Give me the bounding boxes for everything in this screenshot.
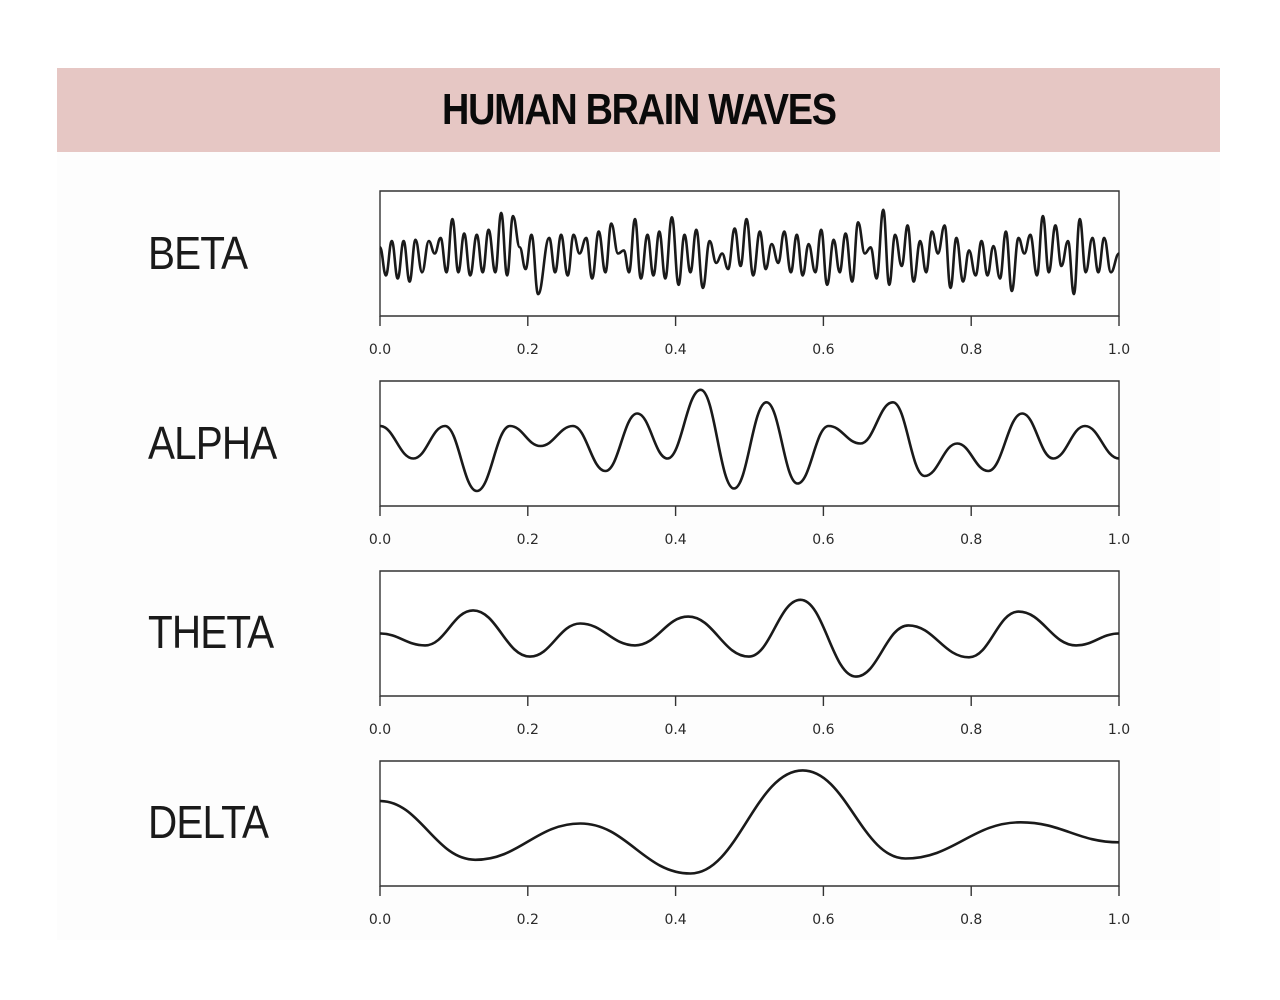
plot-frame <box>379 570 1120 697</box>
x-tick-label: 0.0 <box>369 342 391 358</box>
x-tick-label: 0.8 <box>960 912 982 928</box>
x-tick-label: 0.6 <box>812 722 834 738</box>
label-beta: BETA <box>148 227 248 279</box>
title-banner: HUMAN BRAIN WAVES <box>57 68 1220 152</box>
label-delta: DELTA <box>148 796 269 848</box>
x-tick-label: 0.0 <box>369 912 391 928</box>
waveform-line <box>378 208 1120 296</box>
waveform-line <box>379 598 1120 678</box>
x-tick-label: 0.6 <box>812 342 834 358</box>
plot-beta: 0.0 0.2 0.4 0.6 0.8 1.0 <box>369 190 1130 358</box>
x-tick-label: 0.8 <box>960 532 982 548</box>
x-tick-label: 0.8 <box>960 722 982 738</box>
plot-theta: 0.0 0.2 0.4 0.6 0.8 1.0 <box>369 570 1130 738</box>
x-tick-label: 1.0 <box>1108 912 1130 928</box>
plot-alpha: 0.0 0.2 0.4 0.6 0.8 1.0 <box>369 380 1130 548</box>
x-tick-label: 1.0 <box>1108 532 1130 548</box>
x-tick-label: 0.0 <box>369 722 391 738</box>
page-title: HUMAN BRAIN WAVES <box>441 85 837 134</box>
waveform-line <box>379 769 1120 875</box>
x-tick-label: 0.6 <box>812 532 834 548</box>
x-tick-label: 1.0 <box>1108 342 1130 358</box>
label-theta: THETA <box>148 606 274 658</box>
label-alpha: ALPHA <box>148 417 277 469</box>
plot-delta: 0.0 0.2 0.4 0.6 0.8 1.0 <box>369 760 1130 928</box>
x-tick-label: 1.0 <box>1108 722 1130 738</box>
x-tick-label: 0.2 <box>517 912 539 928</box>
x-tick-label: 0.4 <box>664 342 686 358</box>
x-tick-label: 0.8 <box>960 342 982 358</box>
x-tick-label: 0.4 <box>664 912 686 928</box>
x-tick-label: 0.2 <box>517 342 539 358</box>
x-tick-label: 0.4 <box>664 722 686 738</box>
x-tick-label: 0.2 <box>517 532 539 548</box>
x-tick-label: 0.0 <box>369 532 391 548</box>
x-tick-label: 0.2 <box>517 722 539 738</box>
x-tick-label: 0.4 <box>664 532 686 548</box>
waveform-line <box>379 388 1120 493</box>
x-tick-label: 0.6 <box>812 912 834 928</box>
